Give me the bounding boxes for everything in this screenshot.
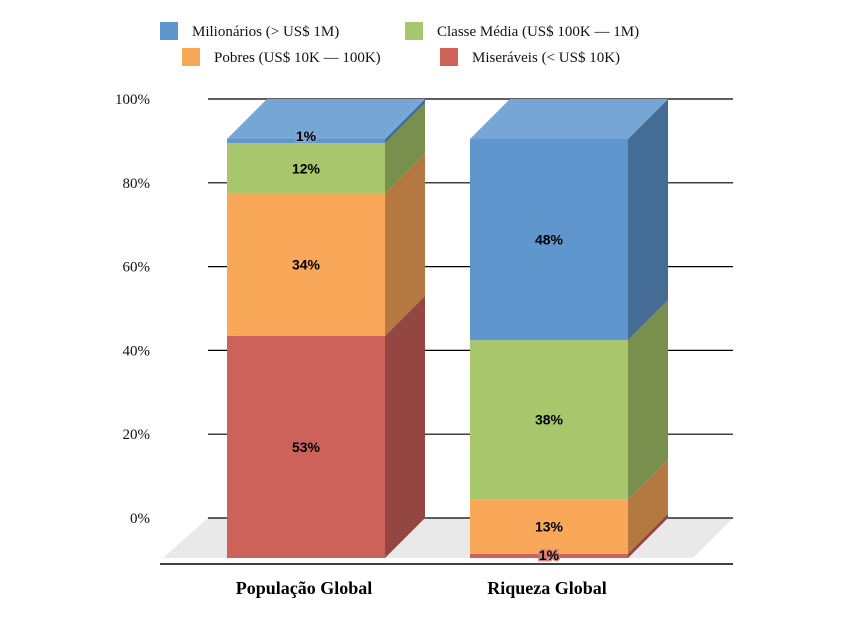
bar-segment-side [628,99,668,341]
legend-swatch [182,48,200,66]
y-tick-label: 40% [123,343,151,359]
data-label: 48% [535,232,564,248]
legend-swatch [440,48,458,66]
y-axis-ticks: 0% 20% 40% 60% 80% 100% [115,92,150,527]
bar-top-face [227,99,425,139]
legend-label: Miseráveis (< US$ 10K) [472,50,620,66]
bar-segment-side [385,295,425,558]
legend-item: Miseráveis (< US$ 10K) [440,48,620,66]
data-label: 13% [535,519,564,535]
bar-group: 53% 34% 12% 1% [227,99,425,558]
data-label: 12% [292,160,321,176]
bar-group: 1% 13% 38% 48% [470,99,668,565]
y-tick-label: 60% [123,260,151,276]
x-category-label: População Global [236,578,373,598]
bar-segment [470,340,628,500]
legend-label: Classe Média (US$ 100K — 1M) [437,24,639,40]
legend-item: Classe Média (US$ 100K — 1M) [405,22,639,40]
bar-segment [470,139,628,341]
bar-segment [227,139,385,144]
bar-segment-side [385,103,425,194]
bar-segment [470,499,628,554]
legend: Milionários (> US$ 1M) Classe Média (US$ … [160,22,639,66]
bar-segment [227,143,385,194]
y-tick-label: 100% [115,92,150,108]
legend-item: Milionários (> US$ 1M) [160,22,339,40]
data-label: 38% [535,412,564,428]
legend-label: Pobres (US$ 10K — 100K) [214,50,381,66]
x-category-label: Riqueza Global [487,578,607,598]
bar-segment-side [385,153,425,336]
bar-segment-side [385,99,425,144]
y-tick-label: 80% [123,176,151,192]
legend-swatch [405,22,423,40]
y-tick-label: 20% [123,427,151,443]
bar-top-face [470,99,668,139]
data-label: 1% [296,128,317,144]
bars: 53% 34% 12% 1% 1% 13% 38% 48% [227,99,668,565]
bar-segment-side [628,300,668,500]
y-tick-label: 0% [130,511,150,527]
legend-item: Pobres (US$ 10K — 100K) [182,48,381,66]
data-label: 53% [292,439,321,455]
bar-segment-side [628,513,668,558]
x-axis-categories: População Global Riqueza Global [236,578,607,598]
legend-label: Milionários (> US$ 1M) [192,24,339,40]
bar-segment [227,335,385,558]
bar-segment [227,193,385,336]
bar-segment-side [628,459,668,554]
bar-segment [470,553,628,558]
data-label: 1% [539,547,560,563]
data-label: 34% [292,257,321,273]
legend-swatch [160,22,178,40]
